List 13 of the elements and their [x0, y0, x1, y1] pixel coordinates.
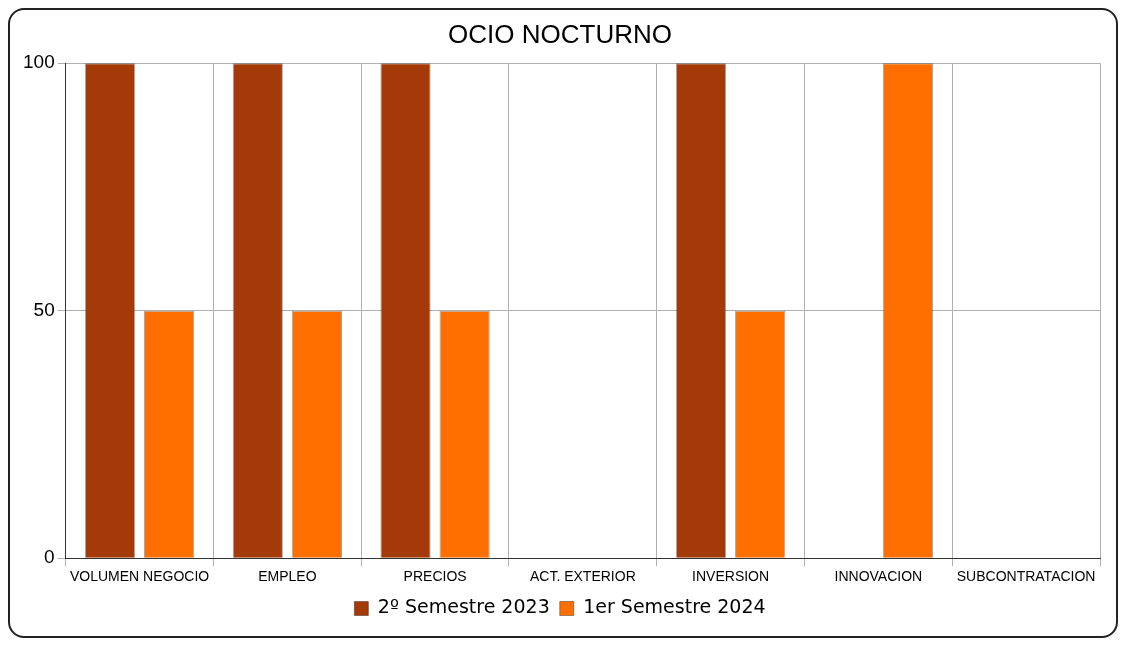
- chart-title: OCIO NOCTURNO: [448, 18, 672, 49]
- x-tick-label: VOLUMEN NEGOCIO: [69, 568, 210, 585]
- x-tick-label: INNOVACION: [834, 568, 923, 585]
- y-tick-label: 0: [44, 546, 55, 568]
- y-tick-label: 100: [23, 51, 55, 73]
- x-tick-label: PRECIOS: [403, 568, 467, 585]
- legend-label: 1er Semestre 2024: [583, 595, 766, 618]
- y-tick-label: 50: [33, 298, 55, 320]
- x-tick-label: INVERSION: [692, 568, 770, 585]
- x-tick-label: EMPLEO: [258, 568, 317, 585]
- legend-label: 2º Semestre 2023: [377, 595, 550, 618]
- x-tick-label: ACT. EXTERIOR: [529, 568, 636, 585]
- x-tick-label: SUBCONTRATACION: [956, 568, 1096, 585]
